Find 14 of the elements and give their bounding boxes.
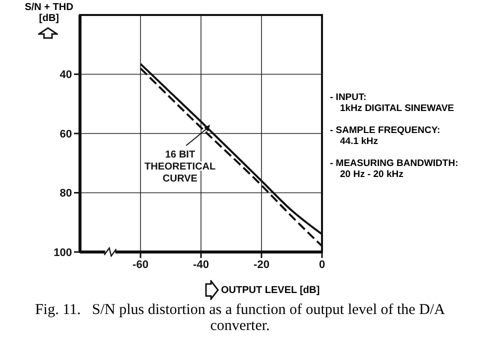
- y-tick-label: 80: [60, 188, 72, 200]
- x-tick-label: -20: [254, 258, 270, 271]
- y-tick-label: 60: [60, 128, 72, 140]
- y-axis-title: S/N + THD [dB]: [24, 2, 74, 24]
- x-axis-title: OUTPUT LEVEL [dB]: [221, 284, 320, 296]
- x-tick-label: 0: [318, 258, 326, 271]
- y-tick-label: 40: [60, 69, 72, 82]
- text: - MEASURING BANDWIDTH: 20 Hz - 20 kHz: [330, 158, 460, 180]
- text: Fig. 11. S/N plus distortion as a function of output level of the D/A converter.: [34, 302, 446, 334]
- text: - SAMPLE FREQUENCY: 44.1 kHz: [330, 125, 442, 147]
- x-tick-label: -40: [193, 258, 209, 271]
- text: - INPUT: 1kHz DIGITAL SINEWAVE: [330, 92, 456, 114]
- y-tick-label: 100: [54, 246, 72, 259]
- x-tick-label: -60: [132, 258, 148, 271]
